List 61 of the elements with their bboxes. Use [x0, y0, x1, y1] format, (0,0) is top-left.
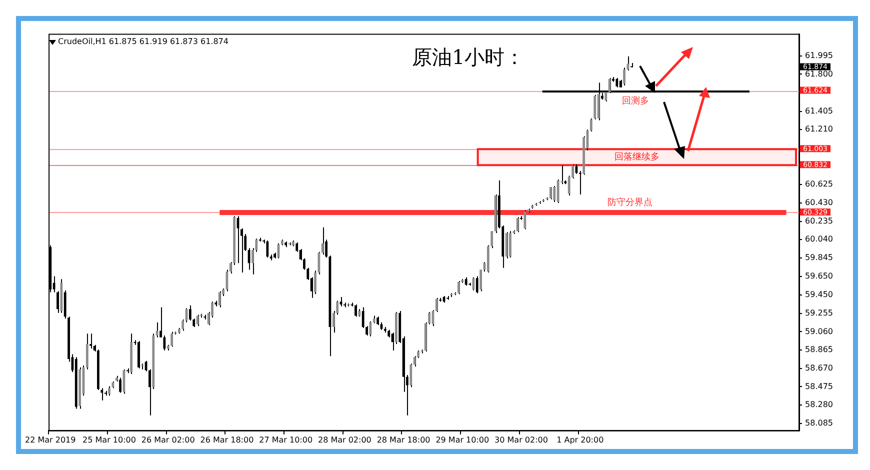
y-tick-label: 60.235 — [805, 216, 834, 226]
candlestick — [266, 240, 269, 258]
candlestick — [524, 210, 526, 230]
y-tick-label: 59.845 — [805, 253, 834, 262]
candlestick — [472, 276, 475, 291]
candlestick — [218, 290, 221, 308]
candlestick — [623, 67, 626, 86]
x-tick-label: 27 Mar 10:00 — [259, 435, 313, 444]
y-tick-label: 58.085 — [805, 418, 834, 428]
candlestick — [119, 377, 122, 394]
band-label: 回落继续多 — [614, 151, 660, 162]
x-tick-label: 1 Apr 20:00 — [556, 435, 604, 444]
candlestick — [156, 322, 158, 338]
y-tick-label: 60.430 — [805, 198, 834, 208]
y-tick-label: 59.450 — [805, 290, 834, 300]
candlestick — [100, 388, 104, 401]
y-tick-label: 61.995 — [805, 50, 834, 60]
candlestick — [90, 333, 92, 350]
candlestick — [163, 334, 166, 352]
candlestick — [549, 186, 552, 200]
candlestick — [590, 118, 592, 132]
y-tick-label: 60.625 — [805, 180, 834, 189]
y-tick-label: 61.210 — [805, 124, 834, 134]
y-tick-label: 59.650 — [805, 271, 834, 280]
candlestick — [594, 94, 596, 120]
x-tick-label: 29 Mar 10:00 — [436, 435, 490, 444]
candlestick — [369, 320, 372, 337]
x-tick-label: 25 Mar 10:00 — [82, 435, 136, 444]
candlestick — [578, 170, 582, 196]
x-tick-label: 28 Mar 02:00 — [318, 435, 372, 444]
candlestick — [108, 386, 110, 396]
y-tick-label: 59.060 — [805, 326, 834, 336]
candlestick — [170, 331, 173, 348]
candlestick — [575, 164, 578, 174]
annotation: 防守分界点 — [608, 197, 653, 208]
text: 原油1小时： — [412, 44, 525, 71]
candlestick — [616, 77, 618, 88]
candlestick — [354, 304, 357, 318]
y-tick-label: 58.670 — [805, 363, 834, 372]
y-tick-label: 60.040 — [805, 234, 834, 244]
candlestick — [516, 216, 519, 233]
y-tick-label: 58.865 — [805, 345, 834, 354]
x-tick-label: 30 Mar 02:00 — [494, 435, 548, 444]
x-tick-label: 28 Mar 18:00 — [376, 435, 430, 444]
y-tick-label: 61.800 — [805, 69, 834, 78]
candlestick — [458, 280, 460, 295]
candlestick — [160, 306, 162, 338]
x-tick-label: 26 Mar 02:00 — [141, 435, 195, 444]
chart-subtitle: CrudeOil,H1 61.875 61.919 61.873 61.874 — [58, 37, 228, 46]
candlestick — [56, 290, 59, 314]
candlestick — [476, 276, 478, 294]
y-tick-label: 61.405 — [805, 106, 834, 116]
candlestick — [480, 269, 482, 292]
candlestick — [86, 333, 88, 370]
y-tick-label: 58.475 — [805, 382, 834, 391]
x-tick-label: 26 Mar 18:00 — [200, 435, 254, 444]
annotation: 回测多 — [622, 96, 649, 107]
y-tick-label: 59.255 — [805, 308, 834, 318]
x-tick-label: 22 Mar 2019 — [25, 435, 76, 444]
candlestick — [509, 230, 512, 258]
y-tick-label: 58.280 — [805, 400, 834, 410]
